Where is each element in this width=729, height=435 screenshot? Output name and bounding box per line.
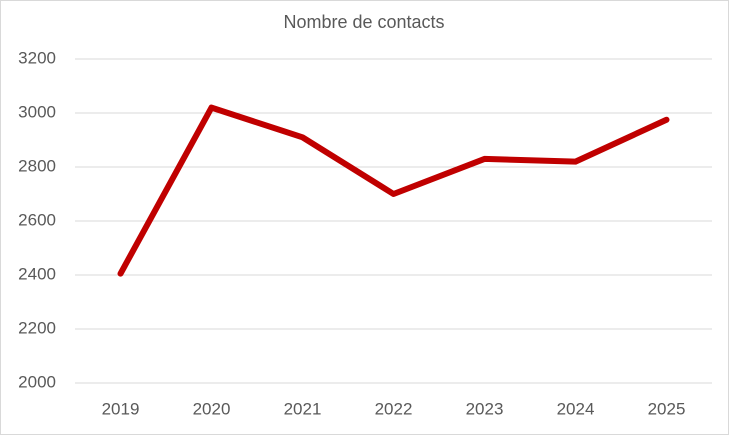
chart-title: Nombre de contacts <box>283 12 444 32</box>
y-tick-label: 2800 <box>18 156 56 175</box>
x-tick-label: 2022 <box>375 399 413 418</box>
y-tick-label: 2600 <box>18 210 56 229</box>
y-tick-label: 2400 <box>18 264 56 283</box>
x-tick-label: 2019 <box>102 399 140 418</box>
y-tick-label: 3000 <box>18 102 56 121</box>
y-tick-label: 2000 <box>18 372 56 391</box>
data-line <box>117 104 670 277</box>
x-tick-label: 2024 <box>557 399 595 418</box>
x-tick-label: 2025 <box>648 399 686 418</box>
x-tick-label: 2020 <box>193 399 231 418</box>
x-tick-label: 2021 <box>284 399 322 418</box>
y-tick-label: 2200 <box>18 318 56 337</box>
x-tick-label: 2023 <box>466 399 504 418</box>
y-tick-label: 3200 <box>18 48 56 67</box>
